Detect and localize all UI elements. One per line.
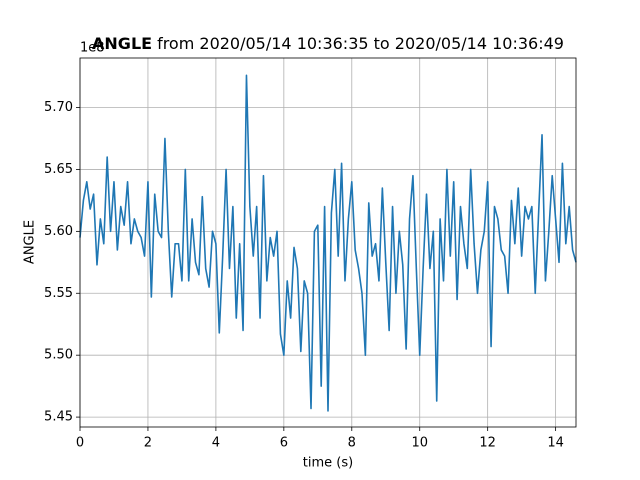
x-tick-label: 10 [411, 436, 428, 451]
x-tick-label: 6 [280, 436, 288, 451]
title-bold: ANGLE [92, 34, 152, 53]
y-axis-label: ANGLE [23, 220, 38, 264]
x-axis-label: time (s) [303, 456, 353, 471]
y-tick-label: 5.65 [44, 162, 73, 177]
data-line [79, 74, 577, 412]
x-tick-label: 2 [144, 436, 152, 451]
x-tick-label: 8 [348, 436, 356, 451]
y-offset-label: 1e8 [80, 41, 105, 56]
x-tick-label: 14 [547, 436, 564, 451]
y-tick-label: 5.50 [44, 348, 73, 363]
title-rest: from 2020/05/14 10:36:35 to 2020/05/14 1… [157, 34, 564, 53]
x-tick-label: 12 [479, 436, 496, 451]
chart-title: ANGLE from 2020/05/14 10:36:35 to 2020/05… [92, 34, 564, 53]
y-tick-label: 5.70 [44, 100, 73, 115]
x-tick-label: 0 [76, 436, 84, 451]
y-tick-label: 5.60 [44, 224, 73, 239]
x-tick-label: 4 [212, 436, 220, 451]
y-tick-label: 5.55 [44, 286, 73, 301]
plot-frame [79, 57, 577, 428]
y-tick-label: 5.45 [44, 410, 73, 425]
